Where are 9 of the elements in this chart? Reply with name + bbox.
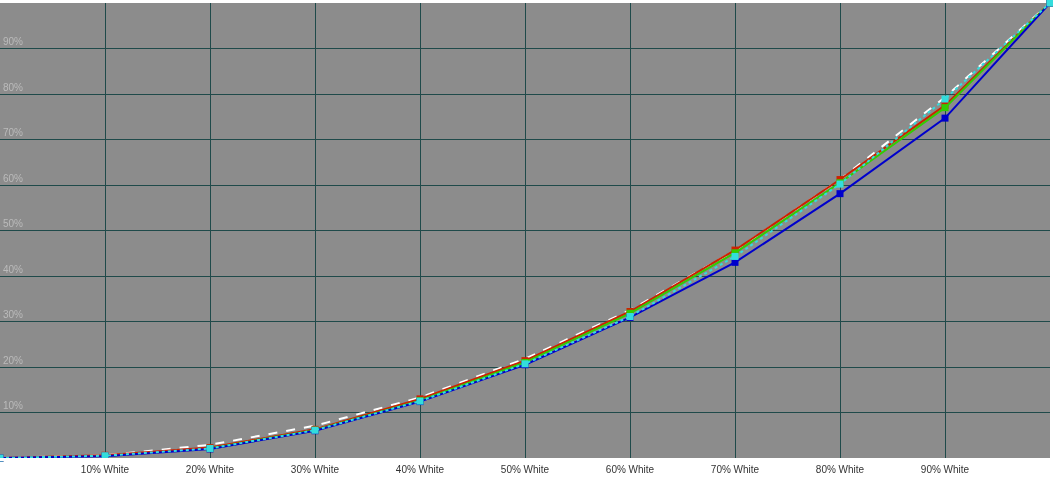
- x-tick-label: 10% White: [80, 464, 130, 475]
- x-tick-label: 30% White: [290, 464, 340, 475]
- x-tick-label: 60% White: [605, 464, 655, 475]
- x-tick-label: 20% White: [185, 464, 235, 475]
- x-tick-label: 70% White: [710, 464, 760, 475]
- x-tick-label: 50% White: [500, 464, 550, 475]
- x-tick-label: 40% White: [395, 464, 445, 475]
- x-tick-label: 90% White: [920, 464, 970, 475]
- x-tick-label: 80% White: [815, 464, 865, 475]
